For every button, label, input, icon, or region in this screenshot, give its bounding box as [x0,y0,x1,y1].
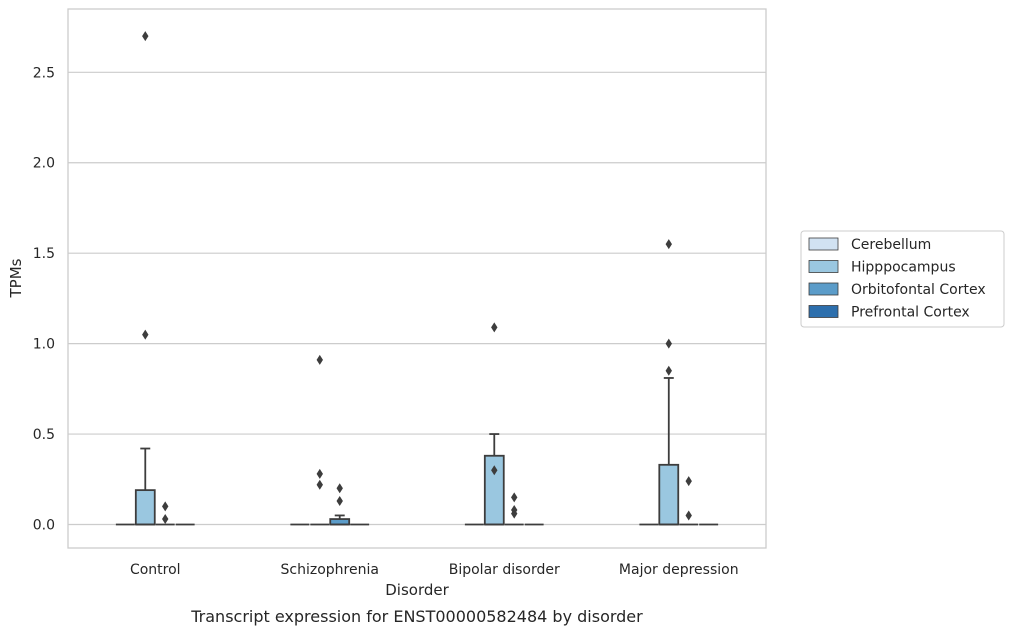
outlier-point [491,322,498,333]
box-body [658,463,680,526]
legend-swatch [808,237,839,251]
x-tick-label: Schizophrenia [281,562,379,578]
outlier-point [511,492,518,503]
outlier-point [336,483,343,494]
outlier-point [491,465,498,476]
outlier-point [336,495,343,506]
box-orbitofontal-cortex [155,501,175,526]
outlier-point [685,510,692,521]
box-hipppocampus [310,354,330,526]
outlier-point [162,514,169,525]
box-hipppocampus [658,239,680,526]
outlier-point [316,479,323,490]
outlier-point [316,468,323,479]
box-orbitofontal-cortex [504,492,524,526]
legend: Cerebellum Hipppocampus Orbitofontal Corte… [800,230,1005,328]
legend-items: Cerebellum Hipppocampus Orbitofontal Corte… [808,237,986,321]
outlier-point [665,365,672,376]
plot-frame [67,8,767,549]
x-tick-label: Control [130,562,181,578]
x-tick-label: Major depression [619,562,739,578]
box-hipppocampus [134,31,156,526]
legend-swatch [808,305,839,318]
outlier-point [142,329,149,340]
box-orbitofontal-cortex [679,476,699,526]
y-tick-label: 1.0 [33,337,55,353]
y-axis-label: TPMs [7,258,25,298]
outlier-point [316,354,323,365]
x-tick-label: Bipolar disorder [449,562,560,578]
outlier-point [665,239,672,250]
y-axis-ticks: 0.0 0.5 1.0 1.5 2.0 2.5 [33,65,55,533]
box-orbitofontal-cortex [329,483,351,526]
box-plot-marks [115,31,719,526]
outlier-point [162,501,169,512]
x-axis-label: Disorder [385,581,449,599]
outlier-point [665,338,672,349]
chart-caption: Transcript expression for ENST0000058248… [190,607,643,626]
legend-label: Prefrontal Cortex [851,305,970,321]
legend-swatch [808,282,839,296]
outlier-point [142,31,149,42]
y-tick-label: 2.0 [33,156,55,172]
x-axis-ticks: Control Schizophrenia Bipolar disorder Majo… [130,562,739,578]
outlier-point [685,476,692,487]
legend-label: Orbitofontal Cortex [851,282,986,298]
legend-label: Cerebellum [851,237,931,253]
y-tick-label: 2.5 [33,65,55,81]
outlier-point [511,505,518,516]
legend-swatch [808,260,839,273]
y-tick-label: 1.5 [33,246,55,262]
y-tick-label: 0.0 [33,517,55,533]
box-body [134,489,156,526]
y-tick-label: 0.5 [33,427,55,443]
legend-label: Hipppocampus [851,260,956,276]
grid-lines [68,71,766,526]
legend-frame [800,230,1005,328]
box-hipppocampus [483,322,505,526]
